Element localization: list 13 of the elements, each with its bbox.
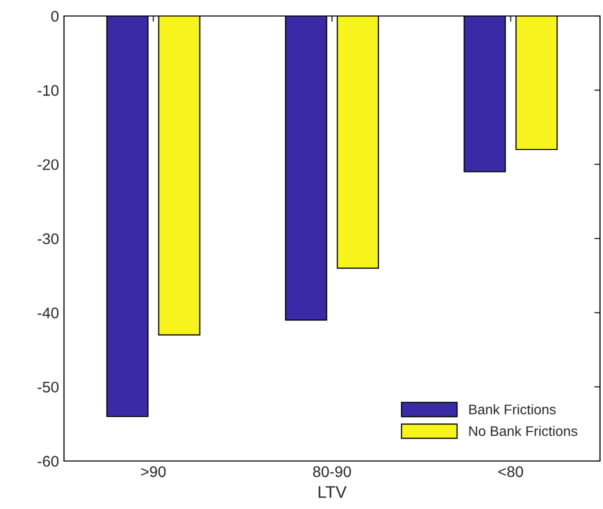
legend-label: No Bank Frictions bbox=[469, 426, 578, 436]
x-tick-label: >90 bbox=[141, 466, 166, 478]
y-tick-label: -10 bbox=[38, 85, 59, 96]
x-tick-label: <80 bbox=[498, 466, 524, 478]
y-tick-label: -50 bbox=[38, 382, 59, 393]
y-tick-label: -20 bbox=[38, 159, 59, 170]
y-tick-label: 0 bbox=[51, 10, 59, 22]
x-axis-title: LTV bbox=[318, 486, 347, 498]
y-tick-label: -40 bbox=[38, 308, 59, 318]
y-tick-label: -60 bbox=[38, 456, 59, 467]
legend-label: Bank Frictions bbox=[469, 404, 556, 414]
y-tick-label: -30 bbox=[38, 233, 59, 244]
x-tick-label: 80-90 bbox=[313, 466, 351, 478]
